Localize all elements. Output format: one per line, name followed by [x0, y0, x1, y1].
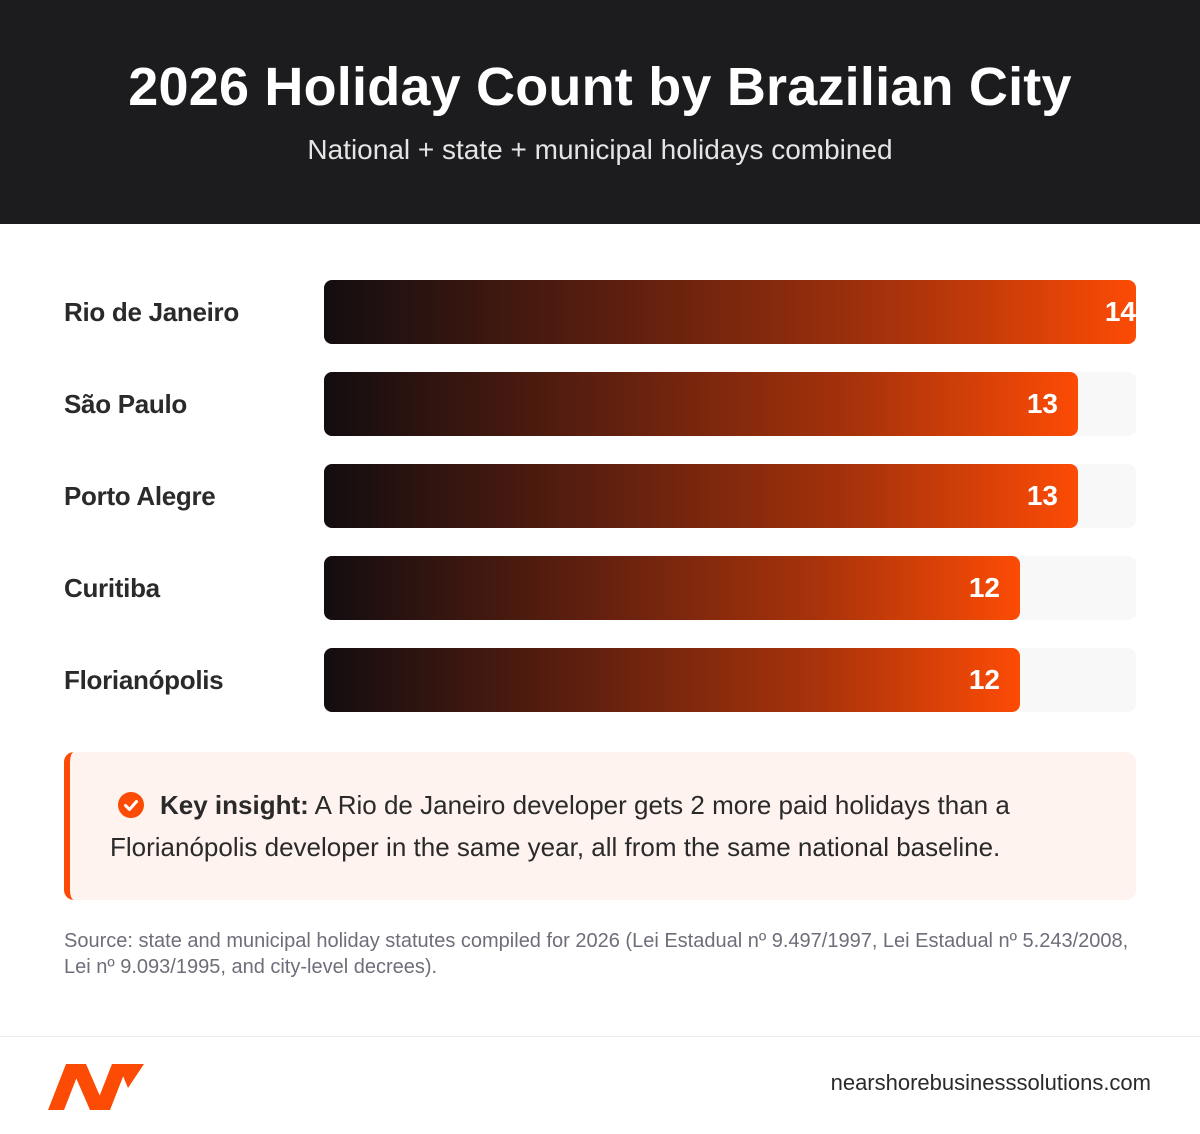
bar-track: 13	[324, 464, 1136, 528]
key-insight-box: Key insight: A Rio de Janeiro developer …	[64, 752, 1136, 900]
bar	[324, 372, 1078, 436]
category-label: São Paulo	[64, 389, 187, 419]
source-note: Source: state and municipal holiday stat…	[64, 930, 1129, 978]
bar	[324, 648, 1020, 712]
nbs-logo-icon	[48, 1060, 148, 1117]
category-label: Curitiba	[64, 573, 160, 603]
bar-track: 13	[324, 372, 1136, 436]
bar-row: Curitiba 12	[64, 556, 1136, 620]
bar-row: Rio de Janeiro 14	[64, 280, 1136, 344]
check-circle-icon	[118, 792, 144, 818]
bar-row: São Paulo 13	[64, 372, 1136, 436]
bar-row: Florianópolis 12	[64, 648, 1136, 712]
header: 2026 Holiday Count by Brazilian City Nat…	[0, 0, 1200, 224]
bar	[324, 280, 1136, 344]
bar	[324, 464, 1078, 528]
bar-chart: Rio de Janeiro 14 São Paulo 13 Porto Alegre 1…	[0, 224, 1200, 744]
bar-value-label: 12	[968, 572, 1000, 603]
chart-subtitle: National + state + municipal holidays co…	[307, 134, 893, 165]
category-label: Rio de Janeiro	[64, 297, 239, 327]
bar-track: 12	[324, 556, 1136, 620]
bar-value-label: 13	[1026, 388, 1058, 419]
footer-divider	[0, 1036, 1200, 1037]
insight-body: A Rio de Janeiro developer gets 2 more p…	[110, 790, 1010, 862]
bar-track: 14	[324, 280, 1136, 344]
bar-value-label: 13	[1026, 480, 1058, 511]
website-link[interactable]: nearshorebusinesssolutions.com	[830, 1070, 1151, 1095]
bar-value-label: 12	[968, 664, 1000, 695]
category-label: Porto Alegre	[64, 481, 216, 511]
category-label: Florianópolis	[64, 665, 224, 695]
insight-lead: Key insight:	[160, 790, 309, 820]
bar	[324, 556, 1020, 620]
chart-title: 2026 Holiday Count by Brazilian City	[128, 57, 1072, 117]
bar-track: 12	[324, 648, 1136, 712]
bar-value-label: 14	[1104, 296, 1136, 327]
insight-text: Key insight: A Rio de Janeiro developer …	[110, 784, 1100, 868]
bar-row: Porto Alegre 13	[64, 464, 1136, 528]
